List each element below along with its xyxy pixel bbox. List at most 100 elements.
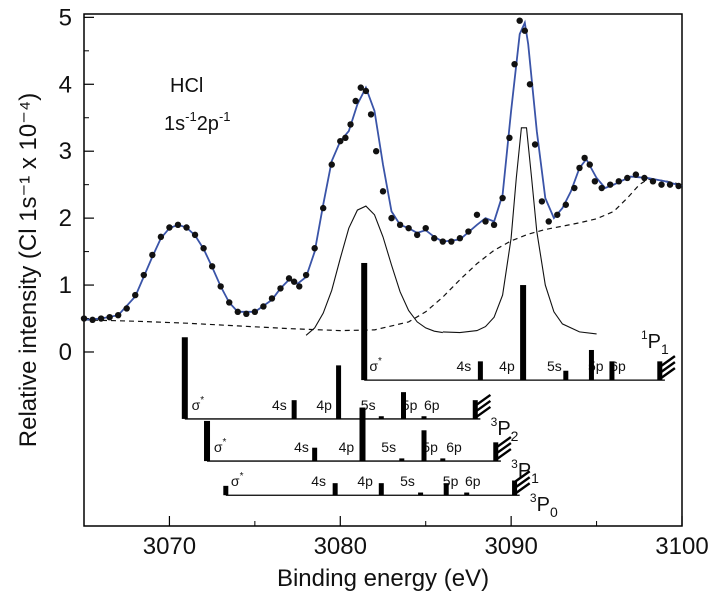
level-label-sup: * [200, 395, 204, 406]
term-multiplicity: 3 [491, 415, 498, 429]
data-point [607, 181, 614, 188]
term-multiplicity: 1 [641, 328, 648, 342]
transition-stick [421, 430, 427, 462]
annotation-config-sup1: -1 [185, 109, 197, 124]
level-label: 4s [456, 358, 471, 374]
data-point [581, 154, 588, 162]
measured-points [80, 17, 682, 324]
level-label: 4s [311, 473, 326, 489]
data-point [473, 211, 481, 218]
data-point [531, 141, 539, 148]
level-label: σ* [214, 437, 227, 455]
hatch-mark [496, 448, 512, 461]
data-point [114, 311, 122, 319]
hatch-mark [475, 393, 492, 406]
level-label-text: 4p [357, 473, 373, 489]
data-layer [80, 17, 683, 336]
level-label: 6p [424, 397, 440, 413]
term-multiplicity: 3 [511, 457, 518, 471]
data-point [89, 316, 96, 324]
transition-stick [443, 483, 449, 496]
data-point [352, 97, 359, 105]
x-tick-label: 3080 [314, 533, 367, 560]
data-point [586, 161, 593, 168]
data-point [511, 60, 518, 68]
transition-stick [563, 370, 569, 381]
level-label-text: 4s [272, 397, 287, 413]
data-point [226, 299, 233, 306]
data-point [666, 181, 674, 188]
term-multiplicity: 3 [530, 491, 537, 505]
data-point [132, 291, 139, 299]
transition-stick [588, 349, 594, 381]
y-axis-label: Relative intensity (Cl 1s⁻¹ x 10⁻⁴) [15, 93, 42, 447]
hatch-mark [660, 367, 676, 380]
level-label: 5s [381, 439, 396, 455]
data-point [482, 218, 489, 225]
data-point [405, 224, 412, 232]
transition-stick [359, 407, 366, 462]
data-point [562, 201, 570, 208]
x-axis-label: Binding energy (eV) [277, 565, 489, 592]
transition-stick [609, 361, 615, 381]
data-point [649, 178, 657, 185]
background-curve [83, 178, 683, 332]
transition-stick [657, 361, 663, 381]
level-label: σ* [192, 395, 205, 413]
level-label-text: 6p [465, 473, 481, 489]
data-point [598, 184, 605, 192]
level-label: 4p [499, 358, 515, 374]
level-label: 4p [316, 397, 332, 413]
data-point [658, 181, 665, 188]
data-point [624, 174, 631, 182]
x-tick-label: 3090 [484, 533, 537, 560]
transition-stick [223, 485, 229, 496]
data-point [526, 81, 534, 88]
hatch-mark [496, 442, 512, 455]
hatch-mark [514, 470, 531, 483]
data-point [149, 251, 156, 259]
transition-stick [477, 361, 483, 381]
term-symbol: 3P0 [530, 491, 558, 520]
data-point [260, 303, 267, 310]
level-label-sup: * [240, 471, 244, 482]
level-label: 5s [547, 358, 562, 374]
data-point [499, 194, 506, 202]
transition-stick [464, 492, 470, 496]
level-label-sup: * [222, 437, 226, 448]
plot-frame [83, 13, 683, 527]
hatch-mark [514, 476, 531, 489]
transition-stick [378, 483, 384, 496]
transition-stick [440, 458, 446, 462]
data-point [431, 235, 438, 242]
data-point [554, 211, 561, 218]
data-point [521, 27, 529, 34]
hatch-mark [660, 361, 676, 374]
data-point [80, 315, 88, 322]
data-point [641, 174, 648, 182]
level-label-text: σ [231, 473, 240, 489]
level-label: 4s [272, 397, 287, 413]
level-label: 6p [446, 439, 462, 455]
hatch-mark [496, 436, 512, 449]
level-label-text: σ [369, 358, 378, 374]
transition-stick [361, 262, 368, 381]
y-tick-label: 1 [59, 272, 72, 299]
transition-stick [336, 365, 342, 419]
data-point [200, 245, 207, 252]
level-label-text: σ [214, 439, 223, 455]
transition-stick [493, 442, 499, 462]
annotation-title: HCl [170, 75, 203, 97]
y-tick-label: 3 [59, 138, 72, 165]
term-j-value: 1 [661, 341, 669, 357]
annotation-config-main: 1s [164, 113, 185, 135]
data-point [465, 228, 472, 235]
data-point [157, 233, 165, 241]
level-label-text: 4p [499, 358, 515, 374]
data-point [296, 283, 303, 290]
x-tick-label: 3070 [143, 533, 196, 560]
level-label-text: 5s [381, 439, 396, 455]
data-point [302, 271, 310, 279]
